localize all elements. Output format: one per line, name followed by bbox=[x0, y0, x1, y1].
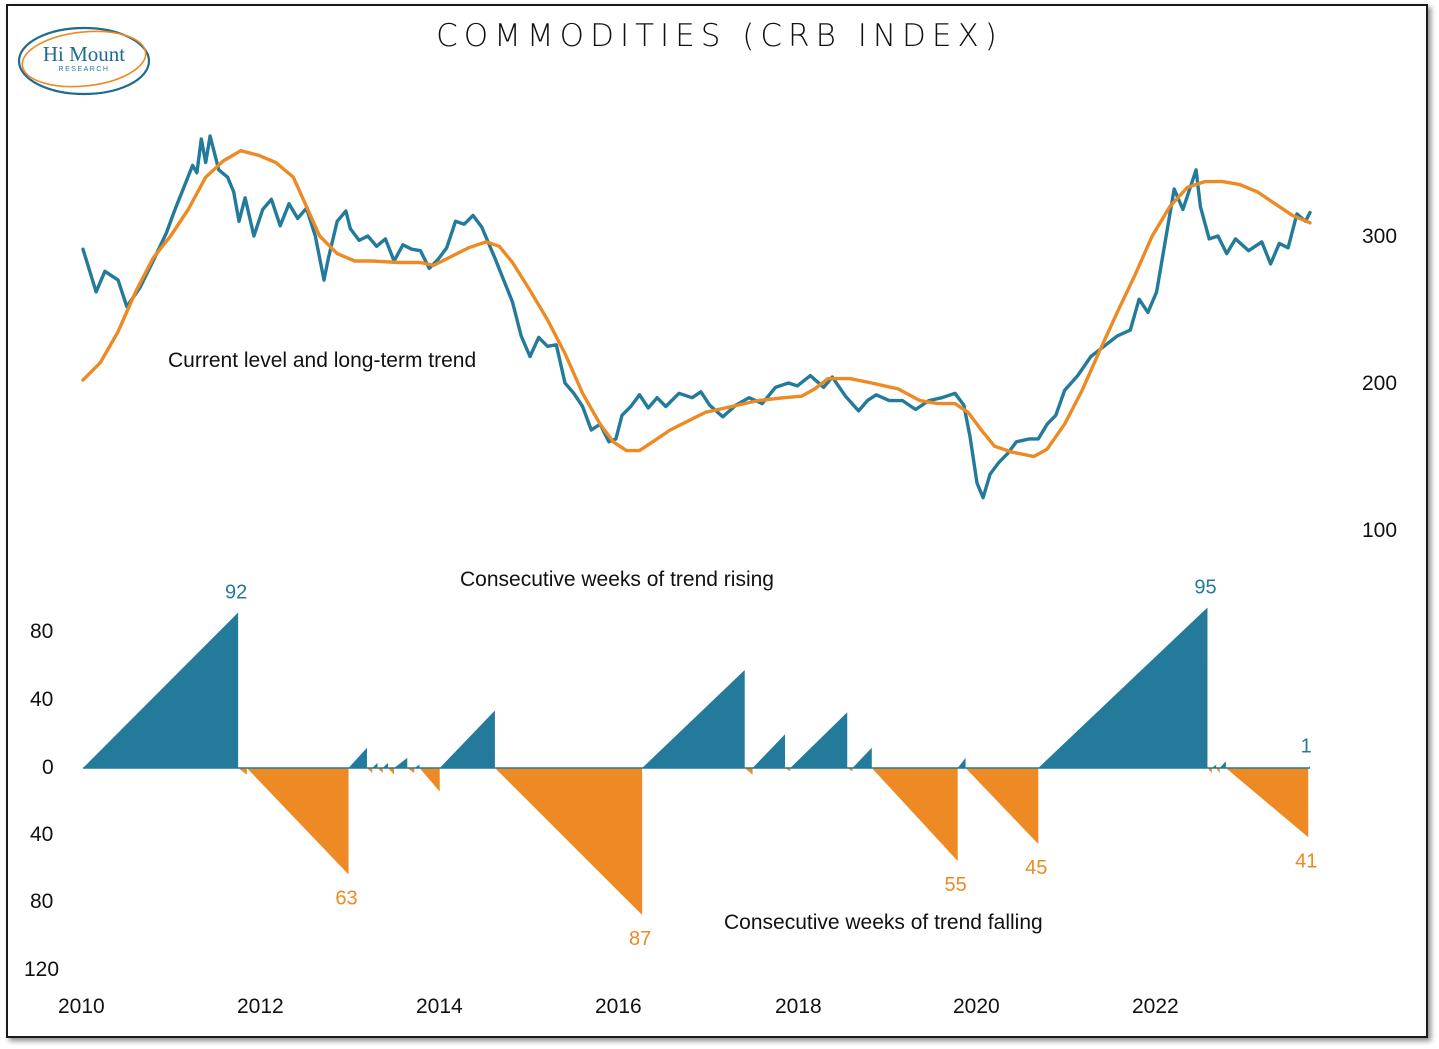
year-tick-2022: 2022 bbox=[1132, 995, 1179, 1018]
top-panel-label: Current level and long-term trend bbox=[168, 349, 477, 372]
falling-streak-20 bbox=[847, 768, 853, 772]
chart-frame bbox=[6, 4, 1428, 1038]
streak-label-45: 45 bbox=[1025, 857, 1047, 879]
streak-label-95: 95 bbox=[1194, 576, 1216, 598]
falling-streak-16 bbox=[744, 768, 753, 775]
rising-streak-13 bbox=[439, 710, 495, 768]
rising-streak-25 bbox=[1038, 607, 1208, 768]
brand-logo: Hi Mount RESEARCH bbox=[16, 24, 152, 98]
falling-streak-1 bbox=[238, 768, 247, 775]
streak-label-92: 92 bbox=[225, 582, 247, 604]
rising-streak-0 bbox=[83, 612, 239, 768]
rising-label: Consecutive weeks of trend rising bbox=[460, 568, 774, 591]
logo-name: Hi Mount bbox=[42, 42, 126, 66]
falling-streak-24 bbox=[965, 768, 1039, 845]
falling-streak-18 bbox=[785, 768, 791, 772]
rising-streak-7 bbox=[382, 762, 388, 768]
falling-streak-6 bbox=[377, 768, 383, 774]
price-tick-100: 100 bbox=[1362, 519, 1398, 542]
weeks-tick-0: 0 bbox=[42, 756, 54, 779]
rising-streak-27 bbox=[1211, 764, 1217, 768]
rising-streak-17 bbox=[752, 734, 786, 768]
falling-streak-28 bbox=[1216, 768, 1220, 774]
falling-streak-4 bbox=[366, 768, 373, 774]
streak-label-63: 63 bbox=[335, 887, 357, 909]
falling-streak-10 bbox=[407, 768, 415, 774]
year-tick-2018: 2018 bbox=[775, 995, 822, 1018]
streak-label-55: 55 bbox=[945, 874, 967, 896]
logo-sub: RESEARCH bbox=[58, 66, 110, 73]
falling-streak-30 bbox=[1225, 768, 1309, 838]
rising-streak-3 bbox=[348, 747, 367, 768]
streak-label-41: 41 bbox=[1295, 850, 1317, 872]
year-tick-2016: 2016 bbox=[595, 995, 642, 1018]
weeks-tick-80-up: 80 bbox=[30, 620, 54, 643]
falling-streak-12 bbox=[419, 768, 440, 792]
weeks-tick-80-down: 80 bbox=[30, 890, 54, 913]
weeks-tick-40-down: 40 bbox=[30, 823, 54, 846]
crb-index-line bbox=[81, 134, 1312, 500]
rising-streak-29 bbox=[1219, 761, 1226, 768]
falling-streak-22 bbox=[871, 768, 958, 861]
chart-title: COMMODITIES (CRB INDEX) bbox=[436, 18, 1003, 54]
rising-streak-5 bbox=[372, 762, 378, 768]
falling-streak-26 bbox=[1207, 768, 1212, 774]
logo-ellipse-icon bbox=[17, 26, 151, 96]
rising-streak-19 bbox=[790, 712, 848, 768]
price-tick-200: 200 bbox=[1362, 372, 1398, 395]
falling-streak-8 bbox=[387, 768, 395, 775]
price-tick-300: 300 bbox=[1362, 225, 1398, 248]
weeks-tick-120-down: 120 bbox=[24, 958, 60, 981]
year-tick-2012: 2012 bbox=[237, 995, 284, 1018]
falling-streak-2 bbox=[246, 768, 349, 875]
year-tick-2010: 2010 bbox=[58, 995, 105, 1018]
streak-label-87: 87 bbox=[629, 928, 651, 950]
long-term-trend-line bbox=[81, 149, 1312, 459]
falling-streak-14 bbox=[494, 768, 643, 916]
rising-streak-23 bbox=[957, 757, 966, 768]
year-tick-2014: 2014 bbox=[416, 995, 463, 1018]
streak-label-1: 1 bbox=[1301, 735, 1312, 757]
rising-streak-21 bbox=[852, 747, 872, 768]
weeks-tick-40-up: 40 bbox=[30, 688, 54, 711]
rising-streak-11 bbox=[414, 764, 420, 768]
rising-streak-15 bbox=[642, 669, 745, 768]
year-tick-2020: 2020 bbox=[953, 995, 1000, 1018]
rising-streak-9 bbox=[394, 757, 408, 768]
falling-label: Consecutive weeks of trend falling bbox=[724, 911, 1043, 934]
